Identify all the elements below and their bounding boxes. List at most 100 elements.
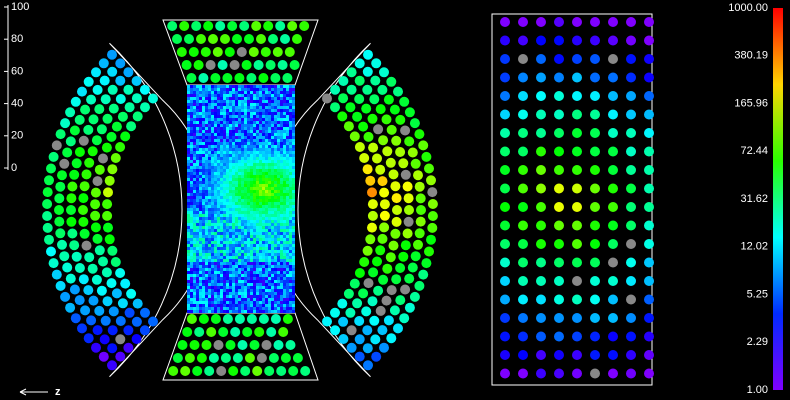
barrel-pixel [202,136,205,139]
barrel-pixel [229,271,232,274]
barrel-pixel [208,103,211,106]
barrel-pixel [238,139,241,142]
barrel-pixel [208,304,211,307]
barrel-pixel [292,211,295,214]
barrel-pixel [190,241,193,244]
barrel-pixel [217,307,220,310]
barrel-pixel [208,205,211,208]
barrel-pixel [211,124,214,127]
barrel-pixel [199,160,202,163]
barrel-pixel [262,247,265,250]
pmt-hit [375,104,386,115]
barrel-pixel [256,103,259,106]
pmt-hit [181,60,192,70]
barrel-pixel [202,160,205,163]
barrel-pixel [193,223,196,226]
barrel-pixel [199,154,202,157]
barrel-pixel [250,232,253,235]
barrel-pixel [208,187,211,190]
pmt-hit [386,76,397,87]
barrel-pixel [214,193,217,196]
barrel-pixel [229,283,232,286]
barrel-pixel [283,208,286,211]
barrel-pixel [187,190,190,193]
barrel-pixel [259,283,262,286]
barrel-pixel [274,127,277,130]
barrel-pixel [217,277,220,280]
pmt-hit [74,114,85,125]
pmt-hit [67,181,78,192]
barrel-pixel [214,112,217,115]
barrel-pixel [214,172,217,175]
pmt-hit [626,220,636,231]
barrel-pixel [205,211,208,214]
barrel-pixel [238,175,241,178]
barrel-pixel [202,91,205,94]
barrel-pixel [187,205,190,208]
barrel-pixel [232,304,235,307]
barrel-pixel [292,304,295,307]
pmt-hit [123,342,134,353]
barrel-pixel [196,286,199,289]
barrel-pixel [244,193,247,196]
barrel-pixel [265,163,268,166]
barrel-pixel [259,244,262,247]
barrel-pixel [220,208,223,211]
barrel-pixel [190,205,193,208]
barrel-pixel [208,244,211,247]
pmt-hit [77,86,87,97]
barrel-pixel [250,229,253,232]
barrel-pixel [235,94,238,97]
barrel-pixel [196,196,199,199]
pmt-hit [500,72,510,83]
pmt-hit [644,276,654,286]
barrel-pixel [205,109,208,112]
barrel-pixel [289,202,292,205]
barrel-pixel [244,199,247,202]
barrel-pixel [241,136,244,139]
barrel-pixel [187,307,190,310]
barrel-pixel [241,109,244,112]
barrel-pixel [241,127,244,130]
barrel-pixel [232,274,235,277]
barrel-pixel [202,100,205,103]
barrel-pixel [271,100,274,103]
barrel-pixel [292,217,295,220]
barrel-pixel [232,94,235,97]
pmt-hit [590,54,600,64]
barrel-pixel [208,166,211,169]
barrel-pixel [235,127,238,130]
barrel-pixel [217,100,220,103]
pmt-hit [536,239,546,249]
pmt-hit [263,21,274,31]
barrel-pixel [220,133,223,136]
pmt-hit [404,205,414,215]
barrel-pixel [214,109,217,112]
barrel-pixel [271,97,274,100]
barrel-pixel [187,151,190,154]
pmt-hit [518,17,528,27]
barrel-pixel [196,259,199,262]
barrel-pixel [217,166,220,169]
pmt-hit [220,353,231,363]
barrel-pixel [208,217,211,220]
barrel-pixel [205,304,208,307]
barrel-pixel [283,106,286,109]
barrel-pixel [283,238,286,241]
barrel-pixel [199,178,202,181]
barrel-pixel [250,268,253,271]
barrel-pixel [262,265,265,268]
barrel-pixel [241,160,244,163]
barrel-pixel [256,88,259,91]
barrel-pixel [187,172,190,175]
barrel-pixel [256,283,259,286]
barrel-pixel [280,166,283,169]
barrel-pixel [229,217,232,220]
barrel-pixel [196,172,199,175]
barrel-pixel [211,280,214,283]
pmt-hit [644,91,654,101]
barrel-pixel [214,292,217,295]
pmt-hit [206,327,217,337]
barrel-pixel [256,232,259,235]
barrel-pixel [187,154,190,157]
